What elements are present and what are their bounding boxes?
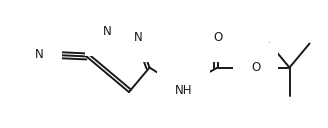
Text: N: N — [134, 31, 143, 44]
Text: N: N — [103, 25, 112, 38]
Text: NH: NH — [175, 84, 192, 97]
Text: O: O — [213, 31, 222, 44]
Text: O: O — [251, 61, 260, 74]
Text: N: N — [35, 48, 44, 61]
